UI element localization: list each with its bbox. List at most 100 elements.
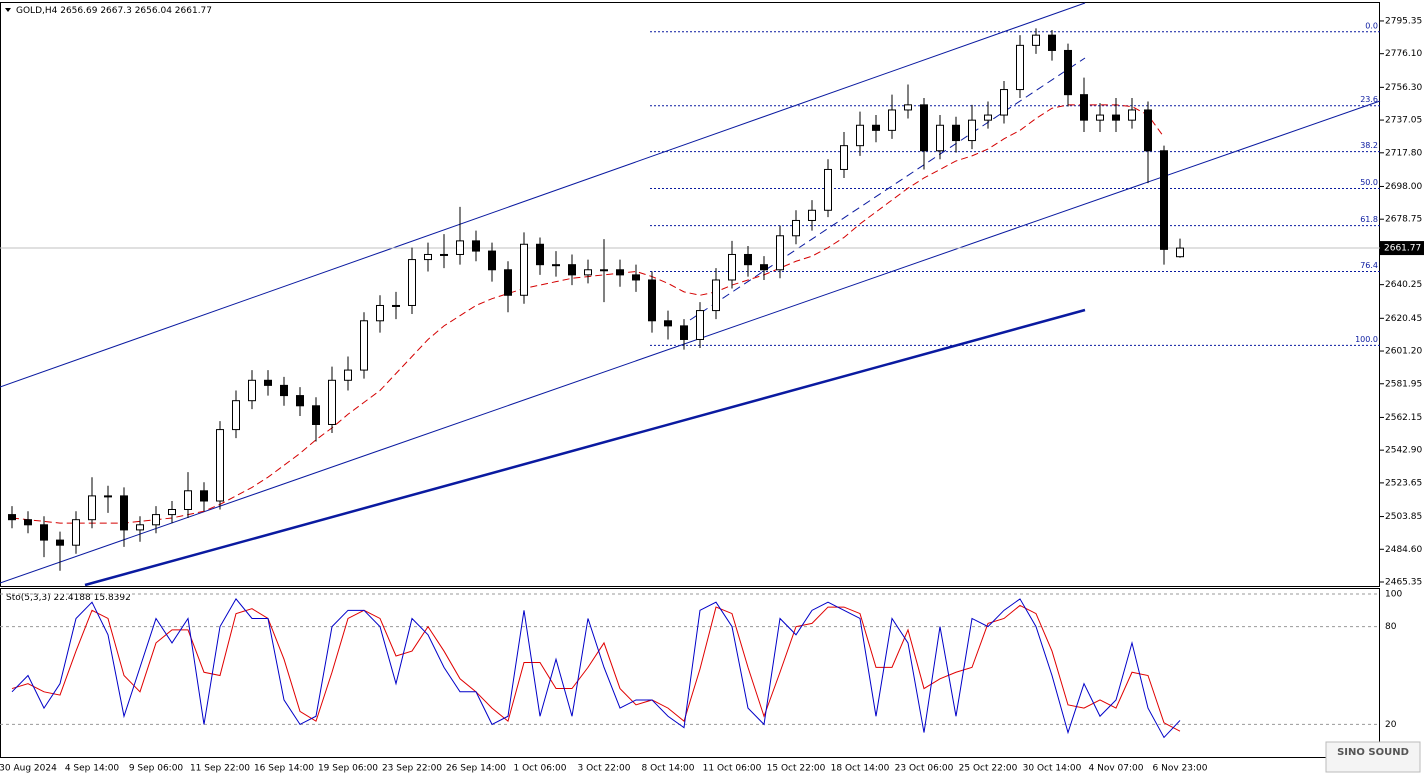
candle-body xyxy=(936,124,944,152)
y-tick-label: 2503.85 xyxy=(1385,512,1422,522)
y-tick-label: 2523.65 xyxy=(1385,478,1422,488)
channel-middle xyxy=(0,100,1381,584)
candle-body xyxy=(392,304,400,307)
y-tick-label: 2756.30 xyxy=(1385,83,1422,93)
channel-lower xyxy=(84,308,1086,587)
y-tick-label: 100 xyxy=(1385,590,1402,600)
ohlc-low: 2656.04 xyxy=(135,6,172,16)
candle-body xyxy=(136,524,144,531)
candle-body xyxy=(840,145,848,170)
x-tick-label: 4 Nov 07:00 xyxy=(1089,764,1144,774)
x-tick-label: 26 Sep 14:00 xyxy=(446,764,506,774)
x-tick-label: 1 Oct 06:00 xyxy=(514,764,567,774)
candle-body xyxy=(1016,44,1024,91)
candle-body xyxy=(216,429,224,502)
x-tick-label: 30 Oct 14:00 xyxy=(1023,764,1082,774)
candle-body xyxy=(968,119,976,142)
candle-body xyxy=(248,379,256,402)
candle-body xyxy=(696,310,704,340)
candle-body xyxy=(1032,34,1040,46)
candle-body xyxy=(280,384,288,397)
candle-body xyxy=(760,264,768,271)
candle-body xyxy=(808,209,816,221)
candle-body xyxy=(952,124,960,142)
candle-body xyxy=(24,519,32,526)
price-tag xyxy=(1380,241,1424,256)
y-tick-label: 2620.45 xyxy=(1385,314,1422,324)
candle-body xyxy=(168,508,176,516)
candle-body xyxy=(712,279,720,312)
candle-body xyxy=(152,514,160,526)
candle-body xyxy=(904,104,912,111)
channel-upper xyxy=(0,2,1086,388)
candle-body xyxy=(264,379,272,386)
price-tag-label: 2661.77 xyxy=(1384,244,1421,254)
fib-label: 76.4 xyxy=(1360,261,1378,270)
x-tick-label: 6 Nov 23:00 xyxy=(1153,764,1208,774)
candle-body xyxy=(568,264,576,276)
y-tick-label: 20 xyxy=(1385,720,1397,730)
candle-body xyxy=(824,168,832,211)
candle-body xyxy=(296,395,304,407)
y-tick-label: 2581.95 xyxy=(1385,379,1422,389)
x-tick-label: 16 Sep 14:00 xyxy=(254,764,314,774)
fib-label: 38.2 xyxy=(1360,141,1378,150)
candle-body xyxy=(120,495,128,531)
candle-body xyxy=(792,219,800,237)
candle-body xyxy=(680,325,688,340)
candle-body xyxy=(328,379,336,425)
y-tick-label: 2717.80 xyxy=(1385,148,1422,158)
x-tick-label: 18 Oct 14:00 xyxy=(831,764,890,774)
candle-body xyxy=(312,405,320,425)
fib-label: 50.0 xyxy=(1360,178,1378,187)
y-tick-label: 2698.00 xyxy=(1385,182,1422,192)
candle-body xyxy=(376,304,384,322)
y-tick-label: 2542.90 xyxy=(1385,446,1422,456)
menu-triangle[interactable] xyxy=(5,8,11,12)
candle-body xyxy=(104,495,112,498)
candle-body xyxy=(1064,49,1072,96)
x-tick-label: 23 Sep 22:00 xyxy=(382,764,442,774)
y-tick-label: 2562.15 xyxy=(1385,413,1422,423)
y-tick-label: 2601.20 xyxy=(1385,347,1422,357)
x-tick-label: 3 Oct 22:00 xyxy=(578,764,631,774)
candle-body xyxy=(856,124,864,147)
candle-body xyxy=(424,253,432,261)
candle-body xyxy=(616,269,624,276)
candle-body xyxy=(1128,109,1136,121)
candle-body xyxy=(1144,109,1152,152)
watermark-box xyxy=(1325,741,1421,773)
candle-body xyxy=(232,400,240,431)
ohlc-open: 2656.69 xyxy=(60,6,97,16)
x-tick-label: 23 Oct 06:00 xyxy=(895,764,954,774)
x-tick-label: 9 Sep 06:00 xyxy=(129,764,184,774)
y-tick-label: 2795.35 xyxy=(1385,16,1422,26)
candle-body xyxy=(632,274,640,281)
fib-label: 100.0 xyxy=(1355,335,1378,344)
candle-body xyxy=(360,320,368,371)
x-tick-label: 15 Oct 22:00 xyxy=(767,764,826,774)
candle-body xyxy=(536,243,544,266)
x-tick-label: 4 Sep 14:00 xyxy=(65,764,120,774)
stoch-panel xyxy=(0,588,1380,758)
fib-label: 23.6 xyxy=(1360,95,1378,104)
price-panel xyxy=(0,2,1380,587)
y-tick-label: 80 xyxy=(1385,622,1397,632)
candle-body xyxy=(1112,114,1120,121)
candle-body xyxy=(72,519,80,546)
candle-body xyxy=(56,539,64,546)
stoch-k: 22.4188 xyxy=(54,593,91,603)
candle-body xyxy=(584,269,592,276)
candle-body xyxy=(984,114,992,121)
y-tick-label: 2678.75 xyxy=(1385,215,1422,225)
ohlc-close: 2661.77 xyxy=(175,6,212,16)
candle-body xyxy=(872,124,880,131)
stoch-header: Sto(5,3,3) 22.4188 15.8392 xyxy=(6,593,131,603)
candle-body xyxy=(600,269,608,272)
candle-body xyxy=(408,259,416,306)
candle-body xyxy=(552,264,560,267)
x-tick-label: 8 Oct 14:00 xyxy=(642,764,695,774)
y-tick-label: 2484.60 xyxy=(1385,545,1422,555)
candle-body xyxy=(440,253,448,256)
candle-body xyxy=(1160,150,1168,250)
